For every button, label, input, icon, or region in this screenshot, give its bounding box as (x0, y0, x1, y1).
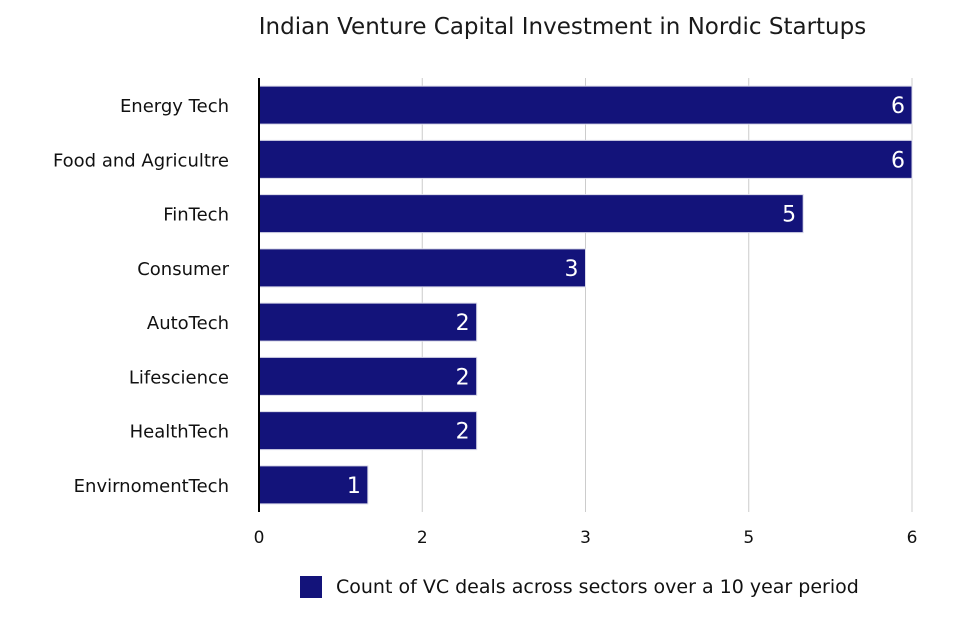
category-label: HealthTech (130, 422, 229, 443)
bar-healthtech (258, 411, 478, 451)
legend-label: Count of VC deals across sectors over a … (336, 576, 859, 598)
category-label: Energy Tech (120, 96, 229, 117)
category-labels: Energy Tech Food and Agricultre FinTech Con… (53, 96, 230, 497)
bars: 6 6 5 3 2 2 2 1 (258, 85, 913, 505)
bar-chart: 6 6 5 3 2 2 2 1 Energy Tech Food and Agricultre F… (53, 78, 918, 548)
bar-fintech (258, 194, 804, 234)
data-label: 6 (891, 148, 905, 173)
data-label: 2 (456, 420, 470, 445)
data-label: 1 (347, 474, 361, 499)
data-label: 3 (565, 257, 579, 282)
bar-food-and-agricultre (258, 139, 913, 179)
x-tick-label: 5 (743, 528, 754, 548)
category-label: EnvirnomentTech (74, 476, 229, 497)
x-tick-labels: 0 2 3 5 6 (254, 528, 918, 548)
data-label: 2 (456, 311, 470, 336)
x-tick-label: 3 (580, 528, 591, 548)
x-tick-label: 2 (417, 528, 428, 548)
bar-consumer (258, 248, 586, 288)
bar-autotech (258, 302, 478, 342)
category-label: Consumer (137, 259, 229, 280)
data-label: 5 (782, 203, 796, 228)
bar-envirnomenttech (258, 465, 369, 505)
category-label: Food and Agricultre (53, 150, 229, 171)
chart-title: Indian Venture Capital Investment in Nor… (258, 14, 867, 40)
category-label: Lifescience (129, 367, 229, 388)
category-label: AutoTech (147, 313, 229, 334)
bar-energy-tech (258, 85, 913, 125)
bar-lifescience (258, 356, 478, 396)
legend-swatch (300, 576, 322, 598)
x-tick-label: 6 (907, 528, 918, 548)
category-label: FinTech (163, 205, 229, 226)
data-label: 6 (891, 94, 905, 119)
data-label: 2 (456, 365, 470, 390)
legend: Count of VC deals across sectors over a … (300, 576, 859, 598)
x-tick-label: 0 (254, 528, 265, 548)
